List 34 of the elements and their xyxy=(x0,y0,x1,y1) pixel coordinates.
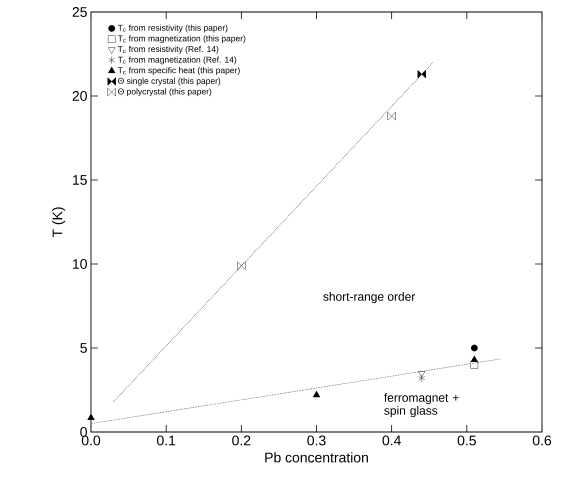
point xyxy=(418,371,426,378)
x-tick-label: 0.0 xyxy=(82,436,100,446)
x-tick-label: 0.4 xyxy=(382,436,401,446)
x-tick-label: 0.1 xyxy=(157,436,176,446)
point xyxy=(470,361,478,369)
point xyxy=(470,344,478,352)
y-tick-label: 5 xyxy=(80,343,87,353)
x-tick-label: 0.2 xyxy=(232,436,250,446)
x-tick-label: 0.5 xyxy=(458,436,476,446)
legend-label: T$_{c}$ from resistivity (Ref. 14) xyxy=(118,46,218,54)
legend-label: T$_{c}$ from resistivity (this paper) xyxy=(118,24,228,32)
point xyxy=(470,356,478,362)
y-tick-label: 15 xyxy=(73,175,87,185)
y-tick-label: 25 xyxy=(72,7,87,17)
y-tick-label: 20 xyxy=(72,91,87,101)
legend-label: T$_{c}$ from specific heat (this paper) xyxy=(118,67,240,75)
y-tick-label: 10 xyxy=(73,259,87,269)
legend-label: T$_{c}$ from magnetization (this paper) xyxy=(118,35,246,44)
point xyxy=(87,414,95,420)
y-axis-title: T (K) xyxy=(52,207,66,238)
x-tick-label: 0.6 xyxy=(532,436,552,446)
legend-label: Θ single crystal (this paper) xyxy=(118,78,220,86)
legend-label: T$_{c}$ from magnetization (Ref. 14) xyxy=(118,56,236,64)
y-tick-label: 0 xyxy=(80,427,87,437)
annotation: ferromagnet + spin glass xyxy=(384,393,459,418)
point xyxy=(387,112,396,120)
x-tick-label: 0.3 xyxy=(307,436,326,446)
point xyxy=(312,390,320,398)
x-axis-title: Pb concentration xyxy=(265,452,368,462)
point xyxy=(418,374,426,382)
point xyxy=(418,70,426,78)
legend-label: Θ polycrystal (this paper) xyxy=(118,88,212,96)
point xyxy=(237,261,246,270)
annotation: short-range order xyxy=(323,292,416,304)
